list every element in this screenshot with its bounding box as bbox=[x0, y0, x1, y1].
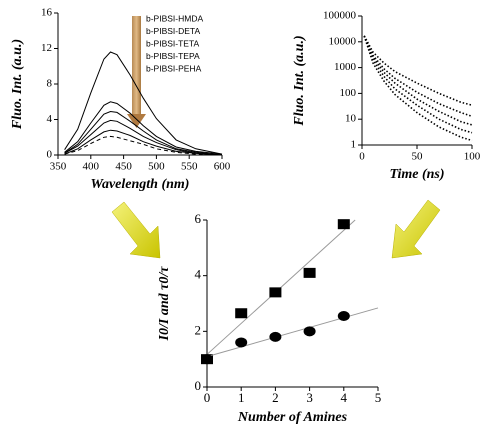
y-tick-label: 4 bbox=[195, 267, 202, 282]
x-tick-label: 500 bbox=[148, 161, 165, 173]
series-line bbox=[64, 129, 223, 156]
x-tick-label: 350 bbox=[50, 161, 67, 173]
point bbox=[303, 326, 316, 337]
yellow-arrow-left bbox=[111, 201, 161, 259]
y-tick-label: 0 bbox=[47, 149, 53, 161]
y-tick-label: 8 bbox=[47, 78, 53, 90]
y-tick-label: 100 bbox=[340, 87, 357, 99]
series-line bbox=[64, 101, 223, 155]
series-line bbox=[363, 35, 473, 118]
chart: 0 1 2 3 4 5 0 2 4 6 Number of Amines I0/I and τ0/τ bbox=[157, 211, 381, 425]
x-axis-title: Time (ns) bbox=[389, 167, 444, 182]
series-line bbox=[64, 119, 223, 156]
point bbox=[201, 354, 213, 365]
x-axis-title: Wavelength (nm) bbox=[91, 177, 190, 192]
series-line bbox=[64, 110, 223, 156]
x-tick-label: 3 bbox=[306, 390, 313, 405]
x-tick-label: 550 bbox=[181, 161, 198, 173]
y-tick-label: 12 bbox=[41, 42, 52, 54]
x-tick-label: 0 bbox=[204, 390, 211, 405]
chart: 350 400 450 500 550 600 0 4 8 12 16 Wavelength (nm)… bbox=[10, 7, 231, 193]
y-tick-label: 0 bbox=[195, 378, 202, 393]
trendline bbox=[206, 307, 379, 358]
y-tick-label: 1 bbox=[351, 139, 357, 151]
point bbox=[303, 267, 316, 278]
x-tick-label: 50 bbox=[412, 151, 424, 163]
yellow-arrow-right bbox=[391, 199, 441, 259]
x-tick-label: 1 bbox=[238, 390, 245, 405]
series-line bbox=[363, 35, 473, 106]
y-tick-label: 16 bbox=[41, 7, 53, 19]
legend-label: b-PIBSI-TEPA bbox=[146, 51, 200, 61]
point bbox=[235, 308, 248, 319]
x-tick-label: 0 bbox=[359, 151, 365, 163]
y-tick-label: 10 bbox=[345, 113, 357, 125]
y-tick-label: 6 bbox=[195, 211, 202, 226]
x-tick-label: 2 bbox=[272, 390, 279, 405]
series-line bbox=[64, 51, 223, 155]
point bbox=[269, 331, 282, 342]
x-axis-title: Number of Amines bbox=[237, 410, 348, 425]
decreasing-arrow bbox=[127, 16, 146, 128]
chart: 0 50 100 1 10 100 1000 10000 100000 Time (ns) Fluo… bbox=[292, 10, 481, 183]
series-line bbox=[363, 35, 473, 142]
y-axis-title: Fluo. Int. (a.u.) bbox=[10, 39, 25, 130]
point bbox=[235, 337, 248, 348]
series-line bbox=[64, 135, 223, 156]
x-tick-label: 400 bbox=[83, 161, 100, 173]
trendline bbox=[206, 219, 356, 355]
y-tick-label: 2 bbox=[195, 322, 202, 337]
y-axis-title: Fluo. Int. (a.u.) bbox=[292, 35, 307, 126]
point bbox=[337, 311, 350, 322]
legend-label: b-PIBSI-DETA bbox=[146, 26, 200, 36]
y-tick-label: 1000 bbox=[334, 61, 357, 73]
y-tick-label: 100000 bbox=[323, 10, 357, 22]
x-tick-label: 5 bbox=[375, 390, 382, 405]
series-line bbox=[363, 35, 473, 134]
legend-label: b-PIBSI-PEHA bbox=[146, 63, 202, 73]
x-tick-label: 4 bbox=[341, 390, 348, 405]
x-tick-label: 600 bbox=[214, 161, 231, 173]
series-line bbox=[363, 35, 473, 126]
point bbox=[337, 219, 350, 230]
legend-label: b-PIBSI-TETA bbox=[146, 38, 200, 48]
point bbox=[269, 287, 282, 298]
y-axis-title: I0/I and τ0/τ bbox=[157, 266, 172, 342]
legend-label: b-PIBSI-HMDA bbox=[146, 13, 203, 23]
y-tick-label: 4 bbox=[47, 113, 53, 125]
y-tick-label: 10000 bbox=[329, 35, 357, 47]
x-tick-label: 450 bbox=[115, 161, 132, 173]
x-tick-label: 100 bbox=[464, 151, 481, 163]
